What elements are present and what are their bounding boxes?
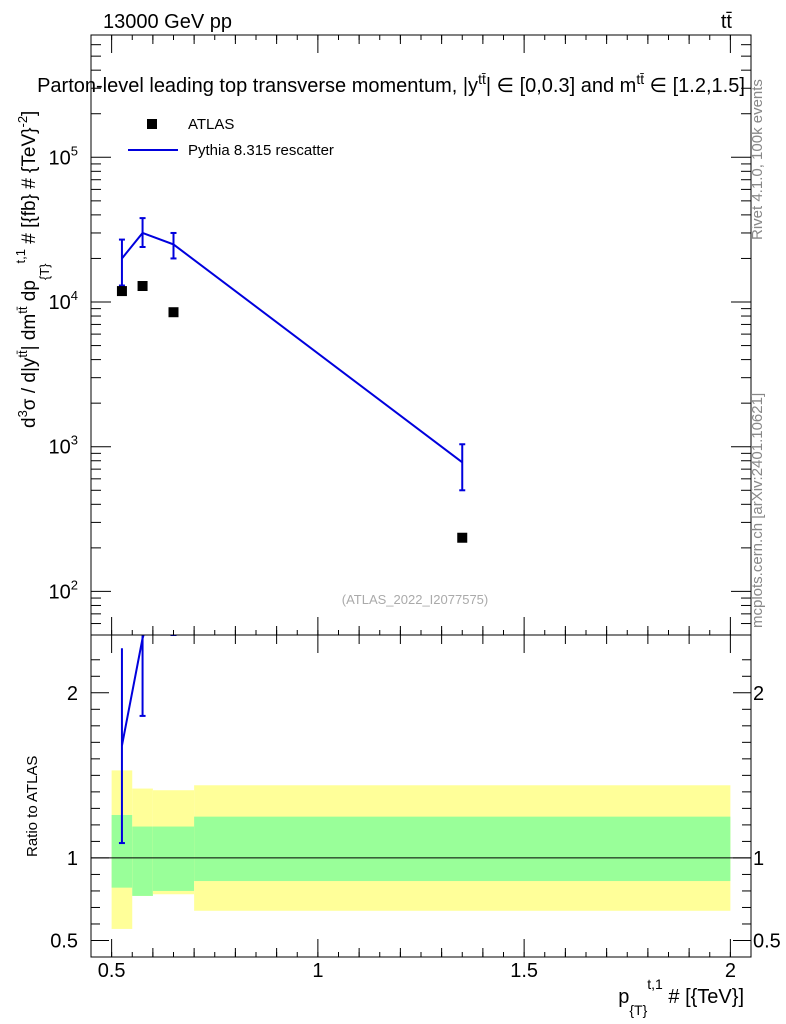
y-title-part: t,1 [13,249,28,263]
y-tick-base: 10 [49,292,71,314]
legend-atlas-marker [147,119,157,129]
ratio-y-tick-label: 0.5 [50,930,78,952]
x-title-part: p [618,986,629,1008]
energy-label: 13000 GeV pp [103,11,232,33]
y-tick-exponent: 2 [71,577,78,592]
rivet-label: Rivet 4.1.0, 100k events [749,79,766,240]
ratio-y-tick-label-right: 1 [753,848,764,870]
x-axis-title: p{T}t,1 # [{TeV}] [618,976,744,1018]
x-tick-label: 1.5 [510,960,538,982]
atlas-data-point [116,286,127,297]
ratio-y-tick-label-right: 2 [753,683,764,705]
y-title-part: tt̄ [15,306,30,314]
x-title-part: {T} [629,1002,647,1018]
y-tick-base: 10 [49,437,71,459]
y-title-part: tt̄ [15,350,30,358]
ratio-y-tick-label: 1 [67,848,78,870]
y-tick-base: 10 [49,147,71,169]
atlas-data-point [137,281,148,292]
title-part: | ∈ [0,0.3] and m [486,75,636,97]
y-title-part: -2 [15,116,30,128]
legend-mc-label: Pythia 8.315 rescatter [188,142,334,159]
y-tick-label: 102 [49,577,78,603]
analysis-watermark: (ATLAS_2022_I2077575) [342,592,488,607]
y-title-part: {T} [37,263,52,280]
y-title-part: ] [19,111,40,116]
y-title-part: dp [19,280,40,306]
ratio-y-tick-label-right: 0.5 [753,930,781,952]
y-tick-exponent: 5 [71,143,78,158]
legend-atlas-label: ATLAS [188,116,234,133]
plot-title: Parton-level leading top transverse mome… [37,71,745,97]
y-tick-exponent: 4 [71,288,78,303]
y-title-part: σ / d|y [19,357,40,410]
x-tick-label: 1 [312,960,323,982]
y-axis-title: d3σ / d|ytt̄| dmtt̄ dp{T}t,1 # [{fb} # {… [13,111,52,428]
x-tick-label: 2 [725,960,736,982]
mc-ratio-line [120,635,145,746]
source-label: mcplots.cern.ch [arXiv:2401.10621] [749,393,766,628]
ratio-band-inner [152,826,195,891]
x-title-part: t,1 [647,976,663,992]
atlas-data-point [168,307,179,318]
ratio-band-inner [194,816,731,882]
y-tick-base: 10 [49,581,71,603]
title-superscript: tt̄ [636,71,644,87]
title-superscript: tt̄ [478,71,486,87]
y-tick-exponent: 3 [71,433,78,448]
ratio-y-tick-label: 2 [67,683,78,705]
y-tick-label: 103 [49,433,78,459]
ratio-band-inner [132,826,153,896]
process-label: tt̄ [721,11,733,33]
x-tick-label: 0.5 [98,960,126,982]
y-tick-label: 104 [49,288,78,314]
title-part: ∈ [1.2,1.5] [644,75,745,97]
y-title-part: # [{fb} # {TeV} [19,128,40,250]
ratio-axis-title: Ratio to ATLAS [24,756,41,857]
atlas-data-point [457,532,468,543]
y-title-part: 3 [15,410,30,417]
y-tick-label: 105 [49,143,78,169]
title-part: Parton-level leading top transverse mome… [37,75,478,97]
legend: ATLAS Pythia 8.315 rescatter [128,116,334,159]
ratio-band-inner [111,814,133,888]
x-title-part: # [{TeV}] [663,986,744,1008]
y-title-part: | dm [19,314,40,351]
mc-line [121,231,463,464]
y-title-part: d [19,417,40,428]
